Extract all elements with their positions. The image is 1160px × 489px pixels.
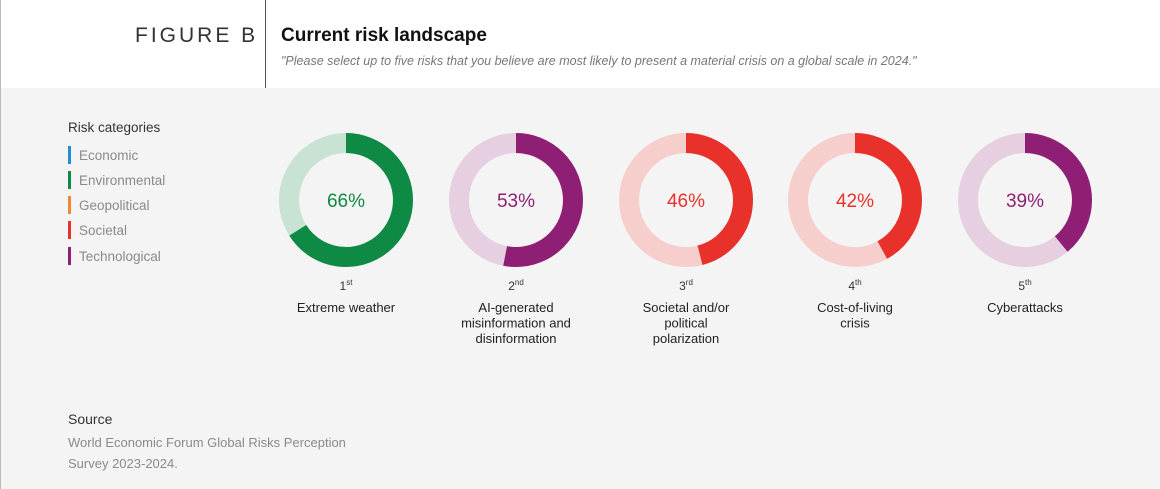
figure-header xyxy=(0,0,1160,88)
figure-title: Current risk landscape xyxy=(281,25,487,46)
chart-panel xyxy=(1,88,1160,489)
legend-label: Societal xyxy=(79,222,128,238)
header-divider xyxy=(265,0,266,88)
source-title: Source xyxy=(68,411,113,427)
legend-item-societal: Societal xyxy=(68,221,127,239)
figure-subtitle: "Please select up to five risks that you… xyxy=(281,54,917,68)
left-border xyxy=(0,0,1,489)
risk-name-label: political xyxy=(664,316,707,331)
donut-value-arc xyxy=(619,133,753,267)
risk-name-label: polarization xyxy=(653,331,720,346)
risk-name-label: disinformation xyxy=(476,331,557,346)
legend-swatch xyxy=(68,171,71,189)
rank-label: 1st xyxy=(340,278,354,293)
legend-swatch xyxy=(68,146,71,164)
donut-group: 39% 5th Cyberattacks xyxy=(958,133,1092,315)
rank-label: 2nd xyxy=(508,278,524,293)
risk-name-label: misinformation and xyxy=(461,316,571,331)
legend-item-economic: Economic xyxy=(68,146,138,164)
legend-swatch xyxy=(68,196,71,214)
donut-percent-label: 53% xyxy=(497,191,535,212)
legend-swatch xyxy=(68,221,71,239)
legend-label: Technological xyxy=(79,248,161,264)
donut-group: 66% 1st Extreme weather xyxy=(279,133,413,315)
legend-item-geopolitical: Geopolitical xyxy=(68,196,150,214)
risk-name-label: Cyberattacks xyxy=(987,300,1063,315)
legend-label: Environmental xyxy=(79,172,166,188)
donut-percent-label: 46% xyxy=(667,191,705,212)
donut-value-arc xyxy=(449,133,583,267)
legend-label: Geopolitical xyxy=(79,197,150,213)
source-text: World Economic Forum Global Risks Percep… xyxy=(68,435,346,471)
donut-value-arc xyxy=(788,133,922,267)
donut-group: 46% 3rd Societal and/orpoliticalpolarizati… xyxy=(619,133,753,346)
rank-label: 4th xyxy=(848,278,861,293)
donut-value-arc xyxy=(958,133,1092,267)
risk-name-label: crisis xyxy=(840,316,870,331)
figure-label: FIGURE B xyxy=(135,24,259,47)
risk-name-label: Societal and/or xyxy=(643,300,730,315)
legend-swatch xyxy=(68,247,71,265)
donut-value-arc xyxy=(279,133,413,267)
donut-percent-label: 39% xyxy=(1006,191,1044,212)
legend-label: Economic xyxy=(79,147,139,163)
donut-percent-label: 66% xyxy=(327,191,365,212)
risk-name-label: Extreme weather xyxy=(297,300,396,315)
donut-percent-label: 42% xyxy=(836,191,874,212)
risk-name-label: AI-generated xyxy=(478,300,553,315)
risk-name-label: Cost-of-living xyxy=(817,300,893,315)
legend-item-environmental: Environmental xyxy=(68,171,165,189)
rank-label: 3rd xyxy=(679,278,693,293)
rank-label: 5th xyxy=(1018,278,1031,293)
legend-title: Risk categories xyxy=(68,120,161,135)
legend-item-technological: Technological xyxy=(68,247,161,265)
